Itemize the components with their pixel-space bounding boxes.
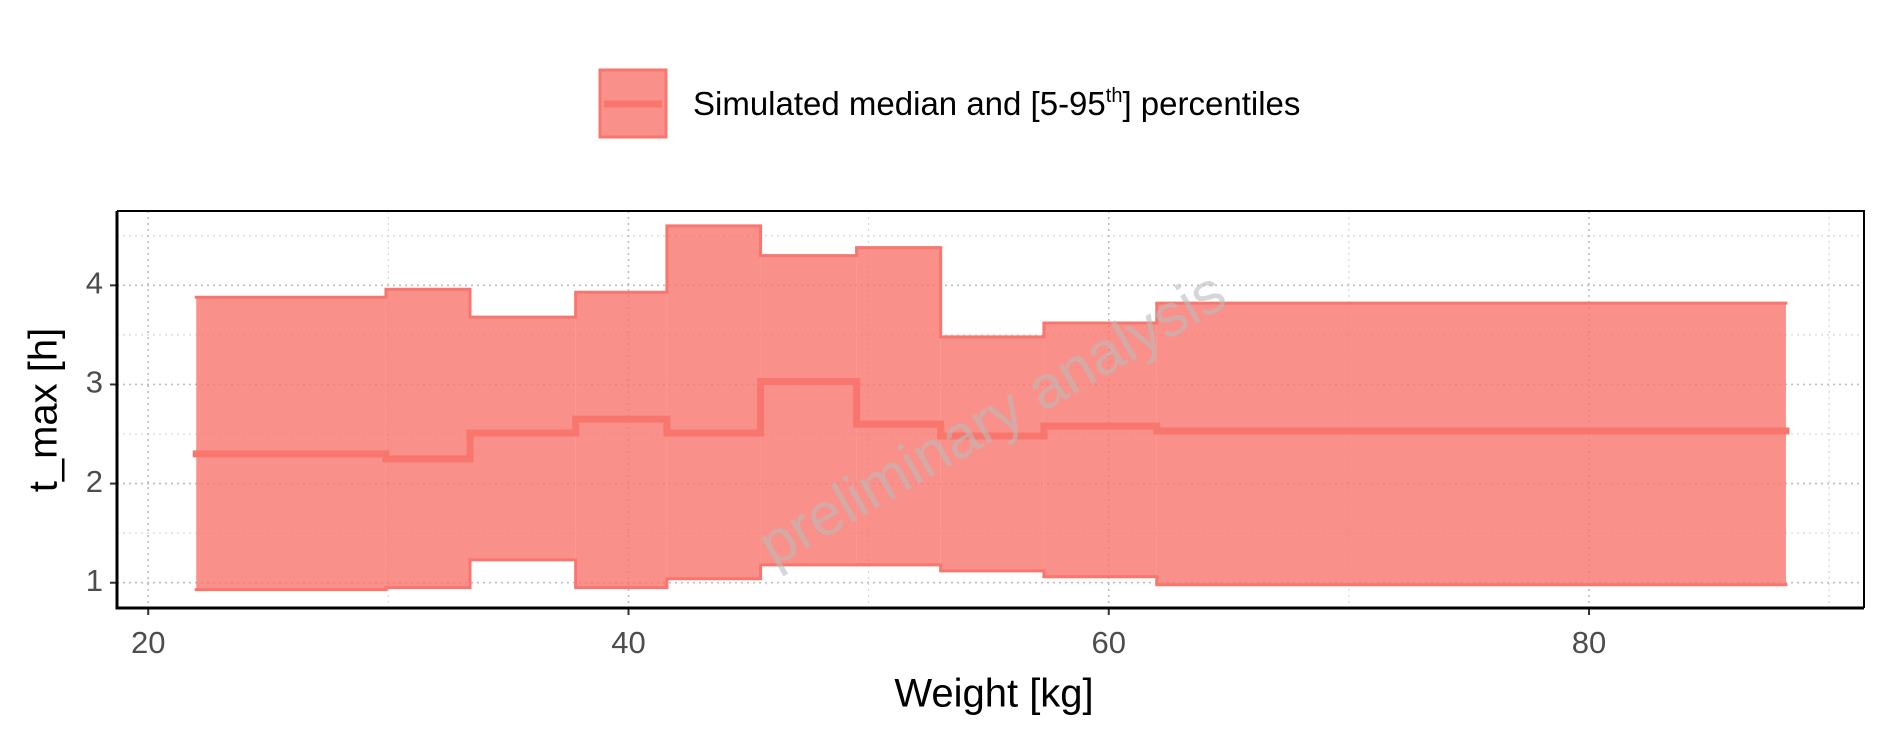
y-tick-label: 1 [86, 563, 103, 598]
legend-sup: th [1106, 85, 1123, 107]
x-tick-label: 60 [1092, 625, 1126, 660]
x-axis-title: Weight [kg] [894, 672, 1093, 716]
band [1043, 323, 1157, 577]
band [760, 255, 857, 565]
band [940, 336, 1044, 571]
x-tick-label: 40 [611, 625, 645, 660]
legend-text: Simulated median and [5-95 [693, 85, 1106, 122]
band [666, 225, 761, 579]
y-tick-label: 4 [86, 266, 103, 301]
axis-line [115, 211, 1864, 610]
band [470, 317, 576, 560]
x-tick-label: 80 [1572, 625, 1606, 660]
band [856, 247, 941, 565]
panel-border [117, 210, 1865, 608]
y-axis-title: t_max [h] [22, 328, 66, 493]
legend-text: ] percentiles [1122, 85, 1300, 122]
band [196, 297, 386, 590]
band [385, 289, 471, 588]
band [575, 292, 667, 588]
y-tick-label: 3 [86, 365, 103, 400]
band [1156, 303, 1786, 585]
legend-label: Simulated median and [5-95th] percentile… [693, 85, 1300, 122]
y-tick-label: 2 [86, 464, 103, 499]
x-tick-label: 20 [131, 625, 165, 660]
